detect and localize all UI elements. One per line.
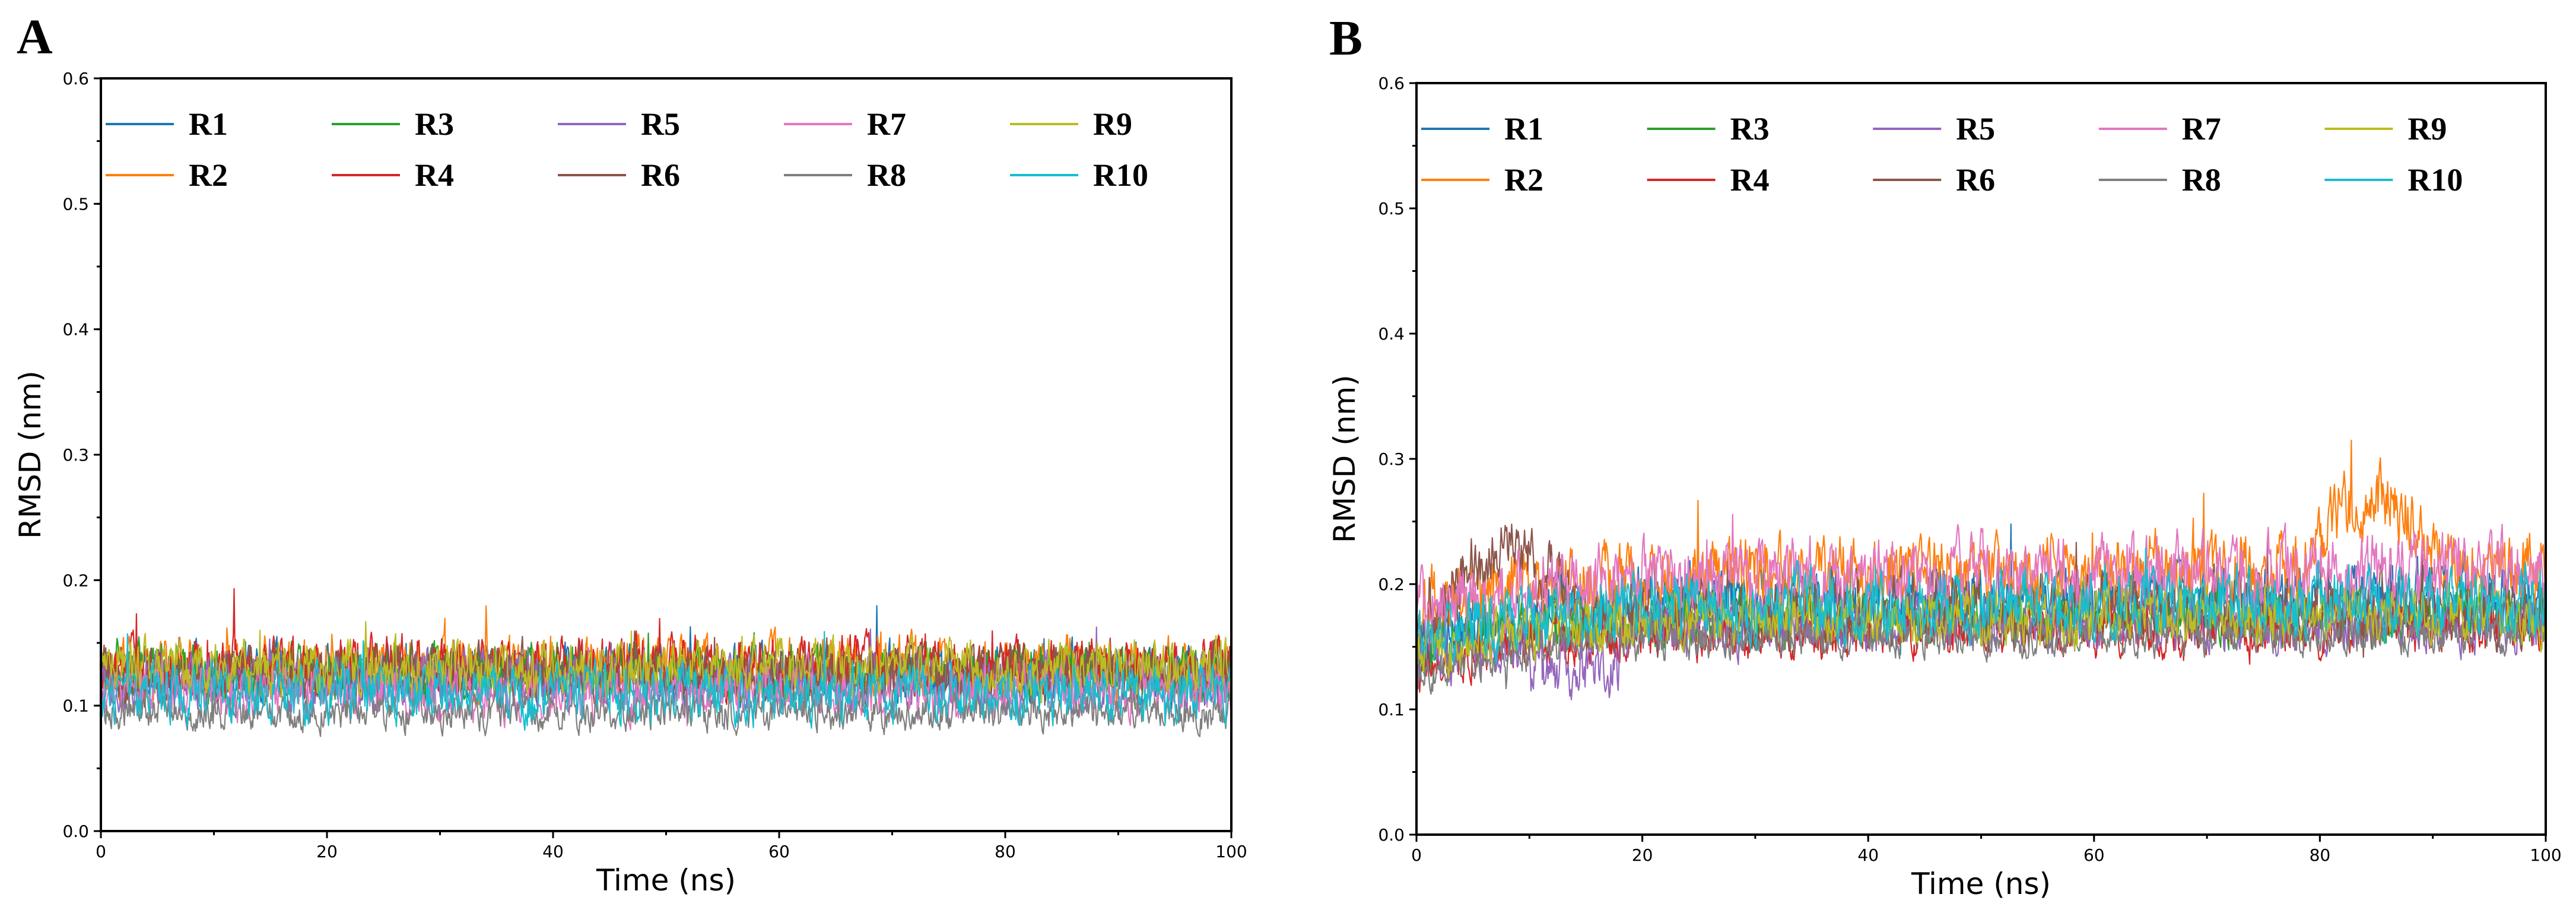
panel-label: A: [17, 9, 53, 65]
y-tick-label: 0.3: [62, 445, 89, 465]
legend: R1 R2 R3 R4 R5 R6 R7 R8 R9 R10: [106, 106, 1148, 193]
x-axis-title: Time (ns): [596, 863, 736, 898]
x-tick-label: 40: [542, 842, 564, 861]
chart-panel-B: B 0.0 0.1 0.2 0.3 0.4 0.5 0.6 0 20 40 60 80 100 Time (…: [1327, 11, 2562, 901]
y-tick-label: 0.2: [62, 570, 89, 590]
series-line-R8: [101, 668, 1231, 737]
x-tick-label: 80: [2310, 845, 2331, 865]
legend-label-R4: R4: [1730, 162, 1770, 198]
x-tick-label: 60: [2083, 845, 2105, 865]
x-tick-label: 100: [1215, 842, 1247, 861]
y-tick-label: 0.0: [62, 822, 89, 841]
y-axis-title: RMSD (nm): [1327, 375, 1362, 543]
legend-label-R1: R1: [189, 106, 228, 142]
legend-label-R10: R10: [2407, 162, 2463, 198]
legend-label-R8: R8: [2182, 162, 2221, 198]
x-tick-label: 20: [316, 842, 338, 861]
x-axis-title: Time (ns): [1911, 867, 2051, 901]
y-tick-label: 0.5: [62, 194, 89, 214]
legend-label-R6: R6: [641, 157, 680, 193]
legend: R1 R2 R3 R4 R5 R6 R7 R8 R9 R10: [1421, 111, 2463, 198]
x-tick-label: 0: [1411, 845, 1422, 865]
legend-label-R7: R7: [867, 106, 906, 142]
legend-label-R2: R2: [189, 157, 228, 193]
x-tick-label: 20: [1632, 845, 1653, 865]
series-line-R10: [1416, 538, 2546, 664]
legend-label-R3: R3: [1730, 111, 1770, 147]
y-tick-label: 0.3: [1378, 449, 1405, 469]
y-tick-label: 0.4: [1378, 324, 1405, 344]
legend-label-R2: R2: [1504, 162, 1543, 198]
legend-label-R10: R10: [1093, 157, 1148, 193]
series-lines: [101, 588, 1231, 737]
y-tick-label: 0.1: [62, 696, 89, 716]
x-tick-label: 100: [2530, 845, 2561, 865]
y-tick-label: 0.2: [1378, 575, 1405, 594]
x-tick-label: 80: [995, 842, 1016, 861]
y-tick-label: 0.6: [1378, 74, 1405, 93]
x-tick-label: 0: [96, 842, 106, 861]
series-line-R7: [1416, 513, 2546, 637]
y-tick-label: 0.5: [1378, 199, 1405, 218]
y-tick-label: 0.4: [62, 320, 89, 340]
x-tick-label: 40: [1857, 845, 1879, 865]
series-line-R2: [1416, 439, 2546, 651]
legend-label-R5: R5: [641, 106, 680, 142]
legend-label-R7: R7: [2182, 111, 2221, 147]
y-tick-label: 0.6: [62, 69, 89, 88]
series-line-R10: [101, 630, 1231, 731]
y-tick-label: 0.1: [1378, 700, 1405, 719]
x-tick-label: 60: [768, 842, 790, 861]
legend-label-R1: R1: [1504, 111, 1543, 147]
legend-label-R3: R3: [415, 106, 454, 142]
legend-label-R8: R8: [867, 157, 906, 193]
y-tick-label: 0.0: [1378, 825, 1405, 845]
chart-panel-A: A 0.0 0.1 0.2 0.3 0.4 0.5 0.6 0 20 40 60 80 100 Time (…: [13, 9, 1247, 898]
legend-label-R4: R4: [415, 157, 454, 193]
legend-label-R9: R9: [1093, 106, 1132, 142]
legend-label-R5: R5: [1956, 111, 1995, 147]
panel-label: B: [1329, 11, 1362, 66]
legend-label-R9: R9: [2407, 111, 2447, 147]
legend-label-R6: R6: [1956, 162, 1995, 198]
y-axis-title: RMSD (nm): [13, 370, 47, 538]
series-lines: [1416, 439, 2546, 700]
